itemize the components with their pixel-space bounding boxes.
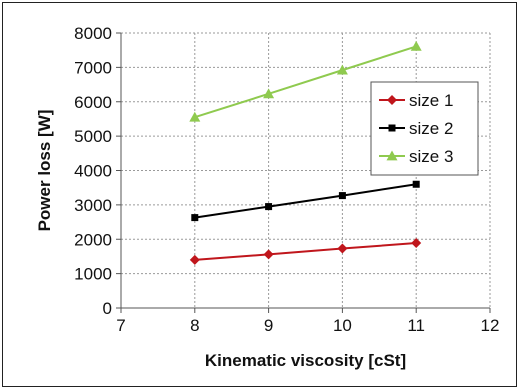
x-tick-label: 12 — [481, 316, 500, 335]
y-tick-label: 4000 — [74, 162, 112, 181]
x-tick-label: 7 — [116, 316, 125, 335]
y-axis-title: Power loss [W] — [35, 110, 54, 232]
legend-label: size 3 — [409, 147, 453, 166]
x-tick-label: 8 — [190, 316, 199, 335]
data-point — [263, 249, 274, 260]
legend: size 1 size 2 size 3 — [370, 81, 479, 176]
legend-entry: size 3 — [379, 147, 453, 166]
data-point — [338, 192, 346, 200]
legend-marker — [386, 150, 398, 161]
grid-lines — [121, 32, 491, 308]
data-point — [189, 254, 200, 265]
data-point — [263, 88, 275, 99]
series-size-3 — [189, 40, 422, 122]
data-point — [336, 64, 348, 75]
legend-marker — [387, 95, 397, 105]
data-point — [189, 111, 201, 122]
legend-label: size 1 — [409, 91, 453, 110]
y-tick-label: 6000 — [74, 93, 112, 112]
legend-marker — [388, 124, 396, 132]
data-point — [411, 238, 422, 249]
legend-entry: size 1 — [379, 91, 453, 110]
data-point — [265, 203, 273, 211]
y-tick-label: 0 — [103, 299, 112, 318]
data-point — [191, 214, 199, 222]
data-point — [410, 40, 422, 51]
legend-entry: size 2 — [379, 119, 453, 138]
x-tick-labels: 7 8 9 10 11 12 — [116, 316, 499, 335]
y-tick-label: 8000 — [74, 24, 112, 43]
x-axis-title: Kinematic viscosity [cSt] — [205, 351, 406, 370]
legend-label: size 2 — [409, 119, 453, 138]
chart-frame: 0 1000 2000 3000 4000 5000 6000 7000 8000 7 8 9 10 1… — [2, 2, 517, 387]
y-tick-label: 5000 — [74, 127, 112, 146]
series-size-2 — [191, 180, 420, 222]
series-line — [194, 45, 417, 119]
axes — [116, 32, 491, 313]
y-tick-label: 1000 — [74, 265, 112, 284]
y-tick-label: 7000 — [74, 58, 112, 77]
x-tick-label: 9 — [264, 316, 273, 335]
x-tick-label: 11 — [407, 316, 425, 335]
y-tick-label: 2000 — [74, 230, 112, 249]
x-tick-label: 10 — [333, 316, 352, 335]
data-point — [337, 243, 348, 254]
y-tick-label: 3000 — [74, 196, 112, 215]
series-size-1 — [189, 238, 422, 265]
y-tick-labels: 0 1000 2000 3000 4000 5000 6000 7000 8000 — [74, 24, 112, 318]
series-line — [194, 242, 417, 261]
series-line — [194, 183, 417, 219]
data-point — [412, 180, 420, 188]
data-series — [189, 40, 422, 265]
line-chart: 0 1000 2000 3000 4000 5000 6000 7000 8000 7 8 9 10 1… — [35, 24, 499, 370]
